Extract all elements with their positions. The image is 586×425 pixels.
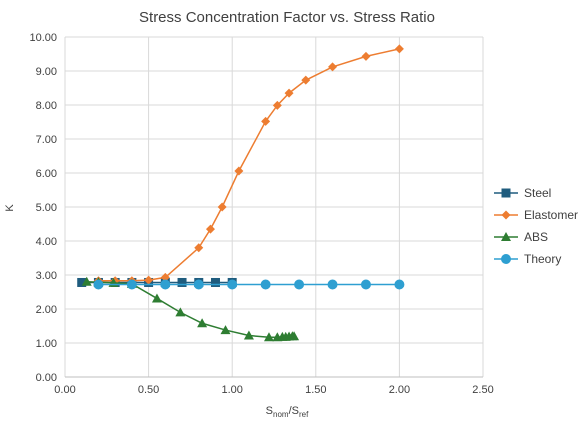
theory-point	[260, 279, 271, 290]
elastomer-point	[328, 62, 338, 72]
y-tick-label: 10.00	[29, 32, 57, 44]
elastomer-point	[234, 166, 244, 176]
y-tick-label: 5.00	[36, 202, 57, 214]
x-tick-label: 1.00	[221, 384, 242, 396]
x-axis-label-sub2: ref	[299, 410, 309, 419]
legend-label-theory: Theory	[524, 252, 561, 266]
elastomer-point	[394, 44, 404, 54]
x-tick-label: 2.50	[472, 384, 493, 396]
x-tick-label: 1.50	[305, 384, 326, 396]
y-tick-label: 9.00	[36, 66, 57, 78]
elastomer-point	[261, 116, 271, 126]
elastomer-point	[194, 243, 204, 253]
elastomer-point	[144, 275, 154, 285]
elastomer-point	[272, 100, 282, 110]
x-axis-label-sub1: nom	[273, 410, 289, 419]
legend-marker-steel	[501, 188, 511, 198]
elastomer-point	[160, 272, 170, 282]
series-theory	[93, 279, 405, 290]
y-tick-label: 8.00	[36, 100, 57, 112]
series-layer	[77, 44, 405, 342]
elastomer-point	[301, 75, 311, 85]
theory-point	[160, 279, 171, 290]
x-tick-label: 0.50	[138, 384, 159, 396]
abs-point	[81, 276, 92, 286]
abs-line	[86, 281, 295, 338]
theory-point	[227, 279, 238, 290]
y-tick-label: 6.00	[36, 168, 57, 180]
legend-item-elastomer: Elastomer	[494, 208, 578, 222]
legend-item-theory: Theory	[494, 252, 561, 266]
x-axis-label: Snom/Sref	[266, 405, 309, 419]
steel-point	[177, 277, 187, 287]
abs-point	[197, 318, 208, 328]
legend-marker-abs	[501, 232, 511, 241]
theory-point	[360, 279, 371, 290]
abs-point	[220, 325, 231, 335]
theory-point	[394, 279, 405, 290]
y-tick-label: 3.00	[36, 270, 57, 282]
steel-point	[210, 277, 220, 287]
y-tick-label: 0.00	[36, 372, 57, 384]
theory-point	[126, 279, 137, 290]
legend-item-steel: Steel	[494, 186, 551, 200]
elastomer-point	[217, 202, 227, 212]
series-elastomer	[93, 44, 404, 286]
elastomer-line	[98, 48, 400, 282]
chart-title: Stress Concentration Factor vs. Stress R…	[139, 9, 435, 26]
y-tick-label: 4.00	[36, 236, 57, 248]
elastomer-point	[284, 88, 294, 98]
x-tick-label: 0.00	[54, 384, 75, 396]
steel-point	[77, 277, 87, 287]
y-tick-label: 2.00	[36, 304, 57, 316]
legend-item-abs: ABS	[494, 230, 548, 244]
abs-point	[151, 293, 162, 303]
theory-point	[327, 279, 338, 290]
x-axis-label-main: S	[266, 405, 273, 417]
abs-point	[289, 331, 300, 341]
abs-point	[263, 332, 274, 342]
elastomer-point	[361, 51, 371, 61]
abs-point	[243, 330, 254, 340]
x-tick-label: 2.00	[389, 384, 410, 396]
legend-label-steel: Steel	[524, 186, 551, 200]
legend-marker-theory	[501, 254, 511, 264]
legend: Steel Elastomer ABS Theory	[494, 186, 578, 266]
elastomer-point	[205, 224, 215, 234]
legend-marker-elastomer	[501, 210, 511, 220]
x-axis-label-sep: /S	[289, 405, 299, 417]
legend-label-elastomer: Elastomer	[524, 208, 578, 222]
axes: 0.00 1.00 2.00 3.00 4.00 5.00 6.00 7.00 8.00 9.00…	[29, 32, 493, 396]
theory-point	[93, 279, 104, 290]
abs-point	[175, 307, 186, 317]
legend-label-abs: ABS	[524, 230, 548, 244]
y-tick-label: 1.00	[36, 338, 57, 350]
y-tick-label: 7.00	[36, 134, 57, 146]
y-axis-label: K	[4, 204, 16, 212]
theory-point	[294, 279, 305, 290]
theory-point	[193, 279, 204, 290]
gridlines	[64, 36, 484, 378]
